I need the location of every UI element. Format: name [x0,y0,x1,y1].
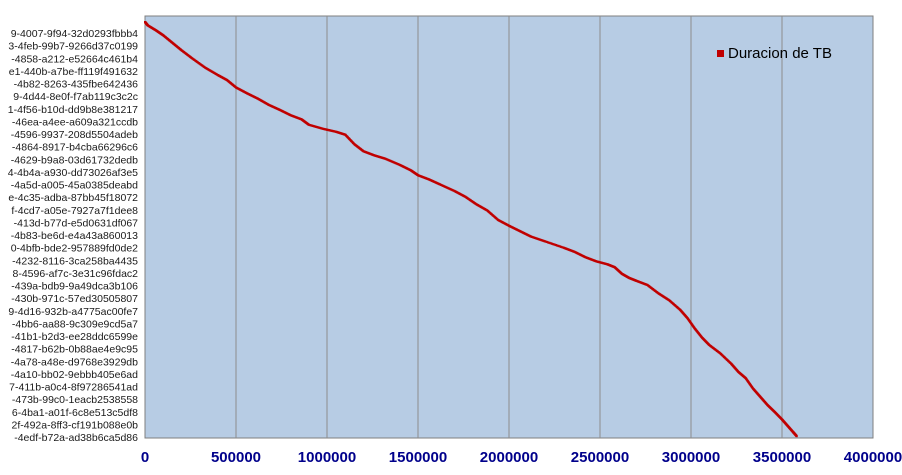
data-point [549,242,552,245]
y-tick-label: -4864-8917-b4cba66296c6 [12,142,138,154]
x-tick-label: 2000000 [480,449,538,466]
x-tick-labels: 0 500000 1000000 1500000 2000000 2500000 30000… [141,449,902,466]
y-tick-label: f-4cd7-a05e-7927a7f1dee8 [11,205,138,217]
data-point [556,244,559,247]
data-point [548,241,551,244]
y-tick-label: 3-4feb-99b7-9266d37c0199 [8,41,138,53]
y-tick-label: -473b-99c0-1eacb2538558 [12,394,138,406]
data-point [561,246,564,249]
y-tick-label: 4-4b4a-a930-dd73026af3e5 [8,167,138,179]
data-point [547,241,550,244]
x-tick-label: 2500000 [571,449,629,466]
data-point [557,244,560,248]
x-tick-label: 3000000 [662,449,720,466]
y-tick-label: -4596-9937-208d5504adeb [11,129,138,141]
y-tick-label: 6-4ba1-a01f-6c8e513c5df8 [12,407,138,419]
y-tick-label: -4b82-8263-435fbe642436 [14,79,139,91]
series-points [144,21,798,438]
x-tick-label: 500000 [211,449,261,466]
y-tick-label: -4a5d-a005-45a0385deabd [11,180,138,192]
y-tick-label: -4858-a212-e52664c461b4 [11,53,138,65]
y-tick-labels: 9-4007-9f94-32d0293fbbb43-4feb-99b7-9266… [8,28,138,444]
y-tick-label: -4bb6-aa88-9c309e9cd5a7 [12,318,138,330]
y-tick-label: 9-4007-9f94-32d0293fbbb4 [11,28,138,40]
y-tick-label: -439a-bdb9-9a49dca3b106 [11,281,138,293]
data-point [544,240,547,243]
legend-label: Duracion de TB [728,45,832,62]
y-tick-label: -4629-b9a8-03d61732dedb [11,154,138,166]
x-tick-label: 1500000 [389,449,447,466]
y-tick-label: -4a10-bb02-9ebbb405e6ad [11,369,138,381]
x-tick-label: 4000000 [844,449,902,466]
data-point [545,240,548,244]
x-tick-label: 3500000 [753,449,811,466]
y-tick-label: -4232-8116-3ca258ba4435 [12,255,138,267]
y-tick-label: -4edf-b72a-ad38b6ca5d86 [14,432,138,444]
data-point [560,245,563,248]
y-tick-label: -4b83-be6d-e4a43a860013 [11,230,138,242]
y-tick-label: 1-4f56-b10d-dd9b8e381217 [8,104,138,116]
data-point [558,245,561,248]
x-tick-label: 1000000 [298,449,356,466]
legend: Duracion de TB [717,45,832,62]
y-tick-label: 2f-492a-8ff3-cf191b088e0b [12,419,139,431]
data-point [553,243,556,246]
data-point [554,243,557,247]
y-tick-label: 9-4d44-8e0f-f7ab119c3c2c [13,91,138,103]
y-tick-label: 7-411b-a0c4-8f97286541ad [9,382,138,394]
y-tick-label: -4817-b62b-0b88ae4e9c95 [11,344,138,356]
y-tick-label: 0-4bfb-bde2-957889fd0de2 [11,243,138,255]
x-tick-label: 0 [141,449,149,466]
y-tick-label: e1-440b-a7be-ff119f491632 [9,66,138,78]
y-tick-label: 8-4596-af7c-3e31c96fdac2 [12,268,138,280]
y-tick-label: 9-4d16-932b-a4775ac00fe7 [8,306,138,318]
y-tick-label: -46ea-a4ee-a609a321ccdb [12,116,138,128]
data-point [795,435,798,438]
y-tick-label: e-4c35-adba-87bb45f18072 [8,192,138,204]
y-tick-label: -413d-b77d-e5d0631df067 [14,217,139,229]
data-point [550,242,554,245]
y-tick-label: -4a78-a48e-d9768e3929db [11,356,138,368]
y-tick-label: -430b-971c-57ed30505807 [11,293,138,305]
legend-marker [717,50,724,57]
data-point [552,243,555,246]
y-tick-label: -41b1-b2d3-ee28ddc6599e [11,331,138,343]
